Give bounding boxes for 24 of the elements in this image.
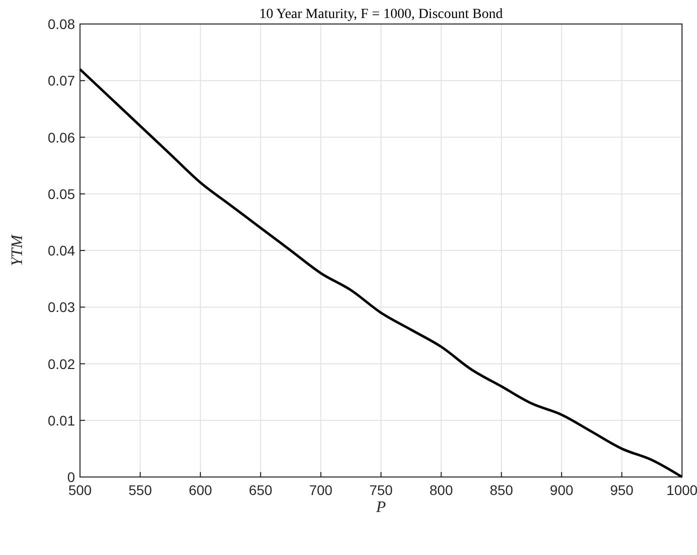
y-tick-label: 0.04 <box>48 242 76 258</box>
y-tick-label: 0.01 <box>48 412 76 428</box>
y-axis-title: YTM <box>9 233 26 266</box>
x-tick-label: 800 <box>430 482 454 498</box>
x-tick-label: 600 <box>188 482 212 498</box>
x-tick-label: 500 <box>68 482 92 498</box>
y-tick-label: 0 <box>67 469 76 485</box>
x-tick-label: 650 <box>248 482 272 498</box>
x-tick-label: 950 <box>610 482 634 498</box>
x-tick-label: 1000 <box>666 482 697 498</box>
x-tick-label: 900 <box>550 482 574 498</box>
y-tick-label: 0.06 <box>48 129 76 146</box>
y-tick-label: 0.07 <box>48 72 76 89</box>
x-tick-label: 750 <box>369 482 393 498</box>
chart-title: 10 Year Maturity, F = 1000, Discount Bond <box>259 7 503 22</box>
line-series <box>78 68 684 478</box>
x-tick-label: 700 <box>309 482 333 498</box>
x-tick-label: 550 <box>128 482 152 498</box>
x-axis-title: P <box>375 499 386 516</box>
y-tick-label: 0.05 <box>48 186 76 202</box>
y-tick-label: 0.02 <box>48 356 76 372</box>
x-tick-label: 850 <box>490 482 514 498</box>
y-tick-label: 0.03 <box>48 299 76 316</box>
y-tick-label: 0.08 <box>48 16 76 32</box>
